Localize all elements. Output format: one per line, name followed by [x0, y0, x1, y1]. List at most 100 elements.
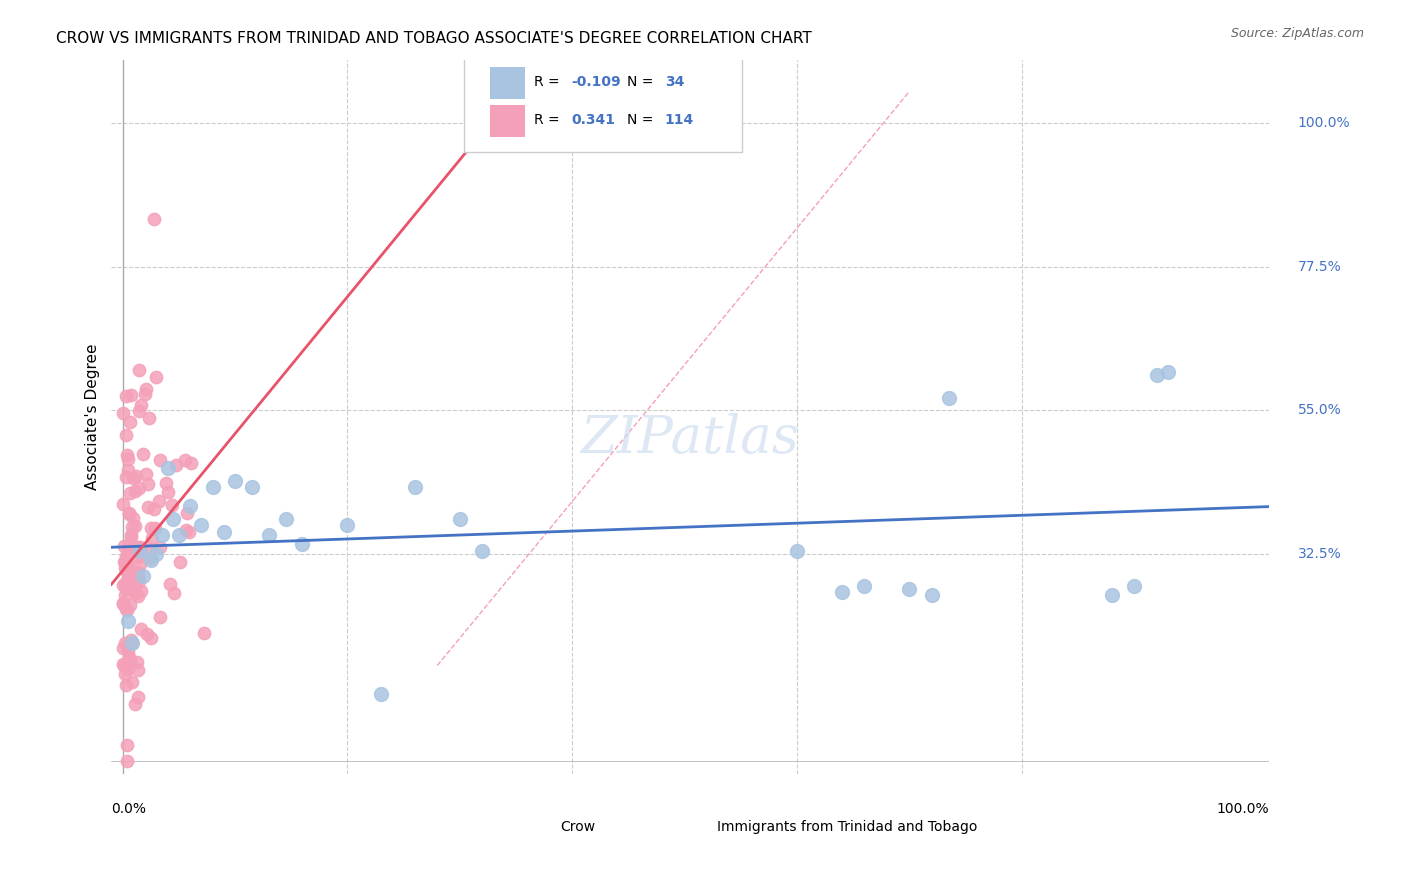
- Point: [128, 543, 150, 558]
- Point: [114, 427, 136, 442]
- Point: [117, 565, 139, 579]
- Point: [117, 644, 139, 658]
- Point: [120, 388, 142, 402]
- Point: [129, 622, 152, 636]
- Point: [1101, 588, 1123, 602]
- Text: 100.0%: 100.0%: [1298, 116, 1351, 130]
- Text: 114: 114: [665, 113, 695, 128]
- Point: [134, 387, 156, 401]
- Point: [786, 543, 808, 558]
- Point: [120, 632, 142, 647]
- Text: ZIPatlas: ZIPatlas: [581, 413, 800, 464]
- Point: [134, 467, 156, 481]
- Text: R =: R =: [534, 76, 564, 89]
- Point: [124, 697, 146, 711]
- Point: [115, 580, 138, 594]
- Point: [121, 636, 143, 650]
- Point: [118, 579, 141, 593]
- Point: [257, 527, 280, 541]
- Point: [127, 550, 149, 565]
- Point: [112, 658, 135, 673]
- Point: [114, 577, 136, 591]
- Point: [149, 540, 172, 554]
- Point: [115, 678, 138, 692]
- Point: [114, 636, 136, 650]
- Point: [115, 754, 138, 768]
- Point: [115, 549, 138, 563]
- Point: [121, 519, 143, 533]
- Point: [124, 483, 146, 498]
- Point: [180, 457, 202, 471]
- Point: [143, 212, 166, 227]
- Point: [853, 579, 876, 593]
- Text: Crow: Crow: [561, 821, 596, 834]
- Point: [121, 674, 143, 689]
- Point: [193, 626, 215, 640]
- Text: 0.0%: 0.0%: [111, 803, 146, 816]
- Point: [120, 415, 142, 429]
- FancyBboxPatch shape: [489, 67, 524, 99]
- Point: [190, 518, 212, 533]
- Point: [125, 468, 148, 483]
- Point: [127, 589, 149, 603]
- Point: [159, 577, 181, 591]
- Text: Immigrants from Trinidad and Tobago: Immigrants from Trinidad and Tobago: [717, 821, 977, 834]
- Point: [120, 636, 142, 650]
- Point: [122, 511, 145, 525]
- Point: [129, 557, 152, 571]
- Point: [111, 578, 134, 592]
- Point: [150, 527, 173, 541]
- Point: [115, 603, 138, 617]
- Point: [114, 561, 136, 575]
- Text: 34: 34: [665, 76, 685, 89]
- Point: [169, 555, 191, 569]
- Text: 0.341: 0.341: [571, 113, 614, 128]
- Point: [125, 541, 148, 555]
- Point: [155, 475, 177, 490]
- Point: [120, 527, 142, 541]
- Point: [138, 411, 160, 425]
- Point: [141, 521, 163, 535]
- Point: [162, 512, 184, 526]
- Point: [139, 541, 162, 556]
- Point: [127, 565, 149, 579]
- Text: R =: R =: [534, 113, 564, 128]
- Point: [117, 662, 139, 676]
- Point: [114, 554, 136, 568]
- FancyBboxPatch shape: [673, 818, 707, 836]
- Point: [1123, 579, 1146, 593]
- Point: [115, 601, 138, 615]
- Point: [471, 543, 494, 558]
- Point: [117, 638, 139, 652]
- Point: [157, 484, 180, 499]
- Point: [274, 512, 297, 526]
- Text: 77.5%: 77.5%: [1298, 260, 1341, 274]
- Point: [179, 525, 201, 540]
- Point: [136, 627, 159, 641]
- Point: [173, 452, 195, 467]
- Point: [115, 448, 138, 462]
- Point: [128, 363, 150, 377]
- Point: [1146, 368, 1168, 383]
- Point: [125, 574, 148, 588]
- Point: [136, 477, 159, 491]
- Point: [160, 498, 183, 512]
- Point: [117, 452, 139, 467]
- Point: [132, 569, 155, 583]
- Point: [128, 574, 150, 589]
- Point: [118, 507, 141, 521]
- Point: [165, 458, 187, 473]
- Point: [112, 555, 135, 569]
- Point: [122, 470, 145, 484]
- Point: [139, 550, 162, 565]
- Point: [127, 542, 149, 557]
- Point: [149, 453, 172, 467]
- Point: [127, 566, 149, 581]
- Point: [118, 598, 141, 612]
- Point: [167, 527, 190, 541]
- Point: [114, 588, 136, 602]
- Text: 55.0%: 55.0%: [1298, 403, 1341, 417]
- Point: [141, 531, 163, 545]
- Point: [240, 480, 263, 494]
- Text: N =: N =: [627, 113, 657, 128]
